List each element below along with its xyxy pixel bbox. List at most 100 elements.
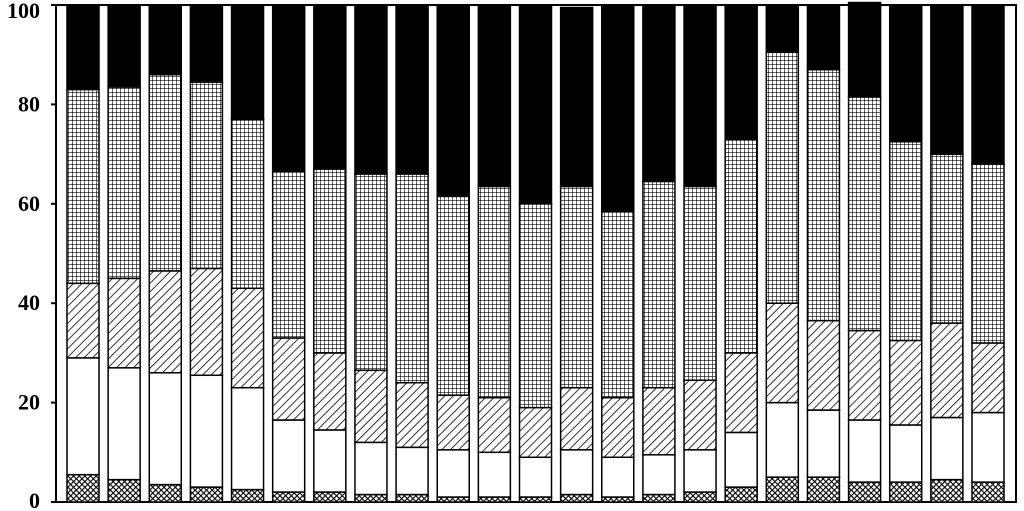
bar-1 (66, 4, 100, 503)
bar-segment-solid (436, 4, 470, 198)
bar-segment-white (930, 416, 964, 481)
bar-segment-crosshatch-dense (271, 491, 306, 503)
bar-12 (518, 4, 553, 503)
bar-segment-grid (642, 180, 676, 389)
bar-segment-diagonal-hatch (66, 282, 100, 359)
bar-segment-crosshatch-dense (724, 486, 758, 503)
bar-segment-white (518, 456, 553, 498)
bar-segment-white (477, 451, 512, 498)
y-tick-label: 0 (29, 488, 40, 511)
bar-segment-diagonal-hatch (642, 386, 676, 456)
bar-4 (189, 4, 224, 503)
bar-segment-diagonal-hatch (888, 339, 923, 426)
bar-11 (477, 4, 512, 503)
bar-segment-diagonal-hatch (518, 406, 553, 459)
bar-segment-diagonal-hatch (477, 396, 512, 454)
bar-segment-solid (477, 4, 512, 188)
bar-segment-diagonal-hatch (313, 352, 347, 431)
bar-2 (107, 4, 141, 503)
y-tick-label: 100 (7, 0, 40, 23)
bar-segment-white (354, 441, 388, 496)
bar-segment-diagonal-hatch (806, 319, 841, 411)
bar-segment-diagonal-hatch (559, 386, 594, 451)
bar-segment-white (683, 449, 717, 493)
bar-segment-diagonal-hatch (230, 287, 265, 389)
bar-segment-solid (230, 4, 265, 121)
bar-23 (971, 4, 1005, 503)
bar-segment-solid (518, 4, 553, 205)
bar-segment-grid (971, 163, 1005, 344)
bar-10 (436, 4, 470, 503)
bar-segment-grid (847, 96, 882, 332)
bar-segment-white (148, 372, 183, 486)
bar-segment-solid (601, 4, 635, 213)
bar-segment-solid (189, 4, 224, 83)
bar-segment-diagonal-hatch (395, 381, 429, 449)
bar-21 (888, 4, 923, 503)
bar-segment-white (806, 409, 841, 478)
bar-segment-crosshatch-dense (354, 493, 388, 503)
bars-group (66, 1, 1005, 503)
bar-segment-white (559, 449, 594, 496)
bar-segment-crosshatch-dense (313, 491, 347, 503)
bar-segment-diagonal-hatch (148, 270, 183, 374)
bar-segment-grid (148, 73, 183, 272)
bar-segment-crosshatch-dense (888, 481, 923, 503)
bar-segment-solid (148, 4, 183, 76)
bar-segment-crosshatch-dense (230, 488, 265, 503)
bar-segment-solid (683, 4, 717, 188)
bar-8 (354, 4, 388, 503)
bar-14 (601, 4, 635, 503)
bar-15 (642, 4, 676, 503)
bar-17 (724, 4, 758, 503)
bar-segment-grid (107, 86, 141, 280)
bar-segment-grid (601, 210, 635, 399)
bar-segment-diagonal-hatch (354, 369, 388, 444)
bar-segment-crosshatch-dense (930, 478, 964, 503)
bar-segment-crosshatch-dense (559, 493, 594, 503)
bar-segment-diagonal-hatch (601, 396, 635, 459)
bar-segment-crosshatch-dense (683, 491, 717, 503)
bar-segment-white (271, 419, 306, 493)
bar-segment-white (395, 446, 429, 496)
bar-segment-grid (436, 195, 470, 396)
bar-segment-grid (559, 185, 594, 389)
bar-segment-crosshatch-dense (395, 493, 429, 503)
bar-13 (559, 6, 594, 503)
bar-segment-white (847, 419, 882, 483)
bar-segment-grid (477, 185, 512, 399)
bar-3 (148, 4, 183, 503)
bar-segment-solid (66, 4, 100, 91)
bar-segment-diagonal-hatch (436, 394, 470, 451)
bar-5 (230, 4, 265, 503)
bar-segment-diagonal-hatch (765, 302, 800, 404)
bar-segment-grid (271, 170, 306, 339)
bar-16 (683, 4, 717, 503)
bar-segment-white (230, 386, 265, 491)
bar-segment-solid (930, 4, 964, 155)
bar-segment-grid (354, 173, 388, 372)
bar-segment-grid (313, 168, 347, 354)
bar-segment-white (642, 454, 676, 496)
y-tick-label: 40 (18, 290, 40, 315)
bar-segment-solid (313, 4, 347, 170)
bar-22 (930, 4, 964, 503)
bar-segment-diagonal-hatch (107, 277, 141, 369)
bar-segment-crosshatch-dense (66, 473, 100, 503)
bar-segment-white (601, 456, 635, 498)
bar-segment-white (313, 429, 347, 493)
bar-segment-grid (230, 118, 265, 290)
bar-segment-crosshatch-dense (806, 476, 841, 503)
bar-segment-grid (806, 68, 841, 322)
bar-segment-crosshatch-dense (642, 493, 676, 503)
bar-segment-grid (189, 81, 224, 270)
bar-segment-crosshatch-dense (148, 483, 183, 503)
bar-segment-grid (683, 185, 717, 381)
bar-segment-white (765, 401, 800, 478)
bar-segment-diagonal-hatch (271, 337, 306, 421)
bar-segment-grid (66, 88, 100, 285)
bar-segment-white (436, 449, 470, 498)
bar-segment-crosshatch-dense (971, 481, 1005, 503)
y-tick-label: 20 (18, 390, 40, 415)
